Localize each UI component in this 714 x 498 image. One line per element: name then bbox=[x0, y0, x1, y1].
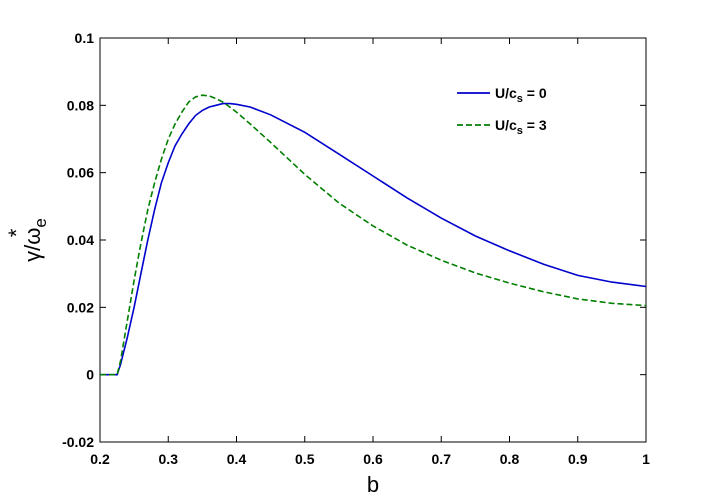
x-tick-label: 0.2 bbox=[90, 451, 110, 467]
y-tick-label: 0.1 bbox=[75, 30, 95, 46]
legend-main-0: U/c bbox=[495, 85, 517, 101]
y-tick-label: -0.02 bbox=[62, 434, 94, 450]
legend-label-0: U/cs = 0 bbox=[495, 85, 547, 105]
y-axis-label-sub: e bbox=[31, 218, 50, 227]
legend: U/cs = 0 U/cs = 3 bbox=[457, 85, 547, 137]
y-tick-label: 0.06 bbox=[67, 165, 94, 181]
y-tick-label: 0 bbox=[86, 367, 94, 383]
x-axis-label: b bbox=[367, 472, 379, 497]
y-tick-label: 0.02 bbox=[67, 299, 94, 315]
y-axis-label: γ/ωe * bbox=[4, 218, 50, 262]
x-tick-label: 0.3 bbox=[159, 451, 179, 467]
x-tick-label: 0.5 bbox=[295, 451, 315, 467]
y-axis-label-main: γ/ω bbox=[20, 228, 45, 262]
legend-label-1: U/cs = 3 bbox=[495, 117, 547, 137]
x-tick-label: 0.9 bbox=[568, 451, 588, 467]
x-tick-label: 1 bbox=[642, 451, 650, 467]
x-tick-label: 0.6 bbox=[363, 451, 383, 467]
legend-sub-1: s bbox=[517, 125, 523, 137]
y-axis-label-sup: * bbox=[4, 228, 29, 237]
series-line-1 bbox=[100, 94, 647, 376]
series-layer bbox=[100, 94, 647, 376]
x-tick-label: 0.7 bbox=[432, 451, 452, 467]
ticks-layer: 0.2 0.3 0.4 0.5 0.6 0.7 0.8 0.9 1 -0.02 0 0.02 0.04 0… bbox=[62, 30, 650, 467]
y-tick-label: 0.04 bbox=[67, 232, 94, 248]
legend-suffix-1: = 3 bbox=[523, 117, 547, 133]
x-tick-label: 0.4 bbox=[227, 451, 247, 467]
x-tick-label: 0.8 bbox=[500, 451, 520, 467]
legend-sub-0: s bbox=[517, 93, 523, 105]
series-line-0 bbox=[100, 102, 647, 376]
y-tick-label: 0.08 bbox=[67, 97, 94, 113]
plot-area bbox=[99, 37, 647, 443]
legend-suffix-0: = 0 bbox=[523, 85, 547, 101]
svg-text:γ/ωe: γ/ωe bbox=[20, 218, 50, 262]
legend-main-1: U/c bbox=[495, 117, 517, 133]
